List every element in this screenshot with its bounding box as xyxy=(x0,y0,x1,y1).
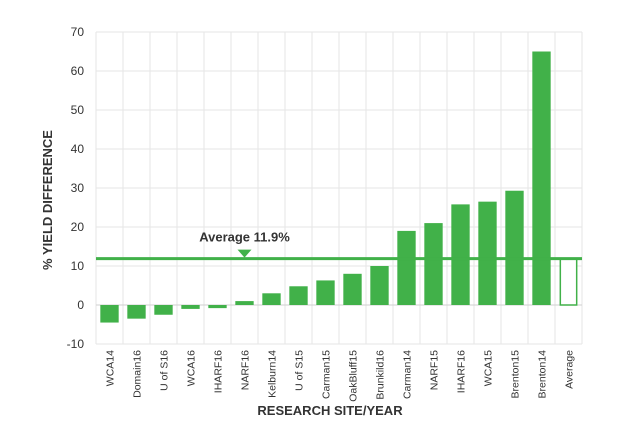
x-tick-label: IHARF16 xyxy=(456,350,468,393)
average-label: Average 11.9% xyxy=(199,230,290,245)
x-tick-label: WCA15 xyxy=(483,350,495,386)
bar xyxy=(316,280,335,305)
x-tick-label: IHARF16 xyxy=(213,350,225,393)
x-tick-label: U of S16 xyxy=(159,350,171,391)
y-tick-label: 0 xyxy=(77,298,84,312)
bar xyxy=(370,266,389,305)
x-tick-label: WCA14 xyxy=(105,350,117,386)
bar xyxy=(424,223,443,305)
x-tick-label: U of S15 xyxy=(294,350,306,391)
x-tick-label: Brunkild16 xyxy=(375,350,387,400)
y-tick-label: 10 xyxy=(71,259,85,273)
bar xyxy=(154,305,173,315)
x-axis-label: RESEARCH SITE/YEAR xyxy=(257,403,403,418)
x-axis: WCA14 Domain16 U of S16 WCA16 IHARF16 NARF16 K… xyxy=(105,350,576,402)
bar-series xyxy=(100,51,578,323)
average-marker-icon xyxy=(237,249,252,258)
bar xyxy=(235,301,254,305)
bar xyxy=(343,273,362,305)
y-tick-label: 70 xyxy=(71,25,85,39)
bar-average xyxy=(559,257,578,306)
bar xyxy=(397,230,416,305)
x-tick-label: OakBluff15 xyxy=(348,350,360,402)
y-axis-label: % YIELD DIFFERENCE xyxy=(40,130,55,270)
y-tick-label: -10 xyxy=(67,337,85,351)
y-tick-label: 60 xyxy=(71,64,85,78)
x-tick-label: WCA16 xyxy=(186,350,198,386)
x-tick-label: Carman15 xyxy=(321,350,333,399)
average-annotation: Average 11.9% xyxy=(96,230,582,261)
bar xyxy=(208,305,227,309)
x-tick-label: Domain16 xyxy=(132,350,144,398)
x-tick-label: Brenton15 xyxy=(510,350,522,399)
x-tick-label: NARF16 xyxy=(240,350,252,390)
y-axis: -10 0 10 20 30 40 50 60 70 xyxy=(67,25,85,351)
y-tick-label: 40 xyxy=(71,142,85,156)
bar xyxy=(532,51,551,305)
bar xyxy=(451,204,470,305)
y-tick-label: 20 xyxy=(71,220,85,234)
bar xyxy=(478,201,497,305)
bar xyxy=(505,190,524,305)
y-tick-label: 30 xyxy=(71,181,85,195)
y-tick-label: 50 xyxy=(71,103,85,117)
x-tick-label: Brenton14 xyxy=(537,350,549,399)
grid-lines xyxy=(95,31,583,345)
x-tick-label: NARF15 xyxy=(429,350,441,390)
x-tick-label: Average xyxy=(564,350,576,389)
bar xyxy=(262,293,281,305)
bar xyxy=(100,305,119,323)
x-tick-label: Carman14 xyxy=(402,350,414,399)
bar xyxy=(127,305,146,319)
bar xyxy=(181,305,200,309)
x-tick-label: Kelburn14 xyxy=(267,350,279,398)
bar xyxy=(289,286,308,305)
